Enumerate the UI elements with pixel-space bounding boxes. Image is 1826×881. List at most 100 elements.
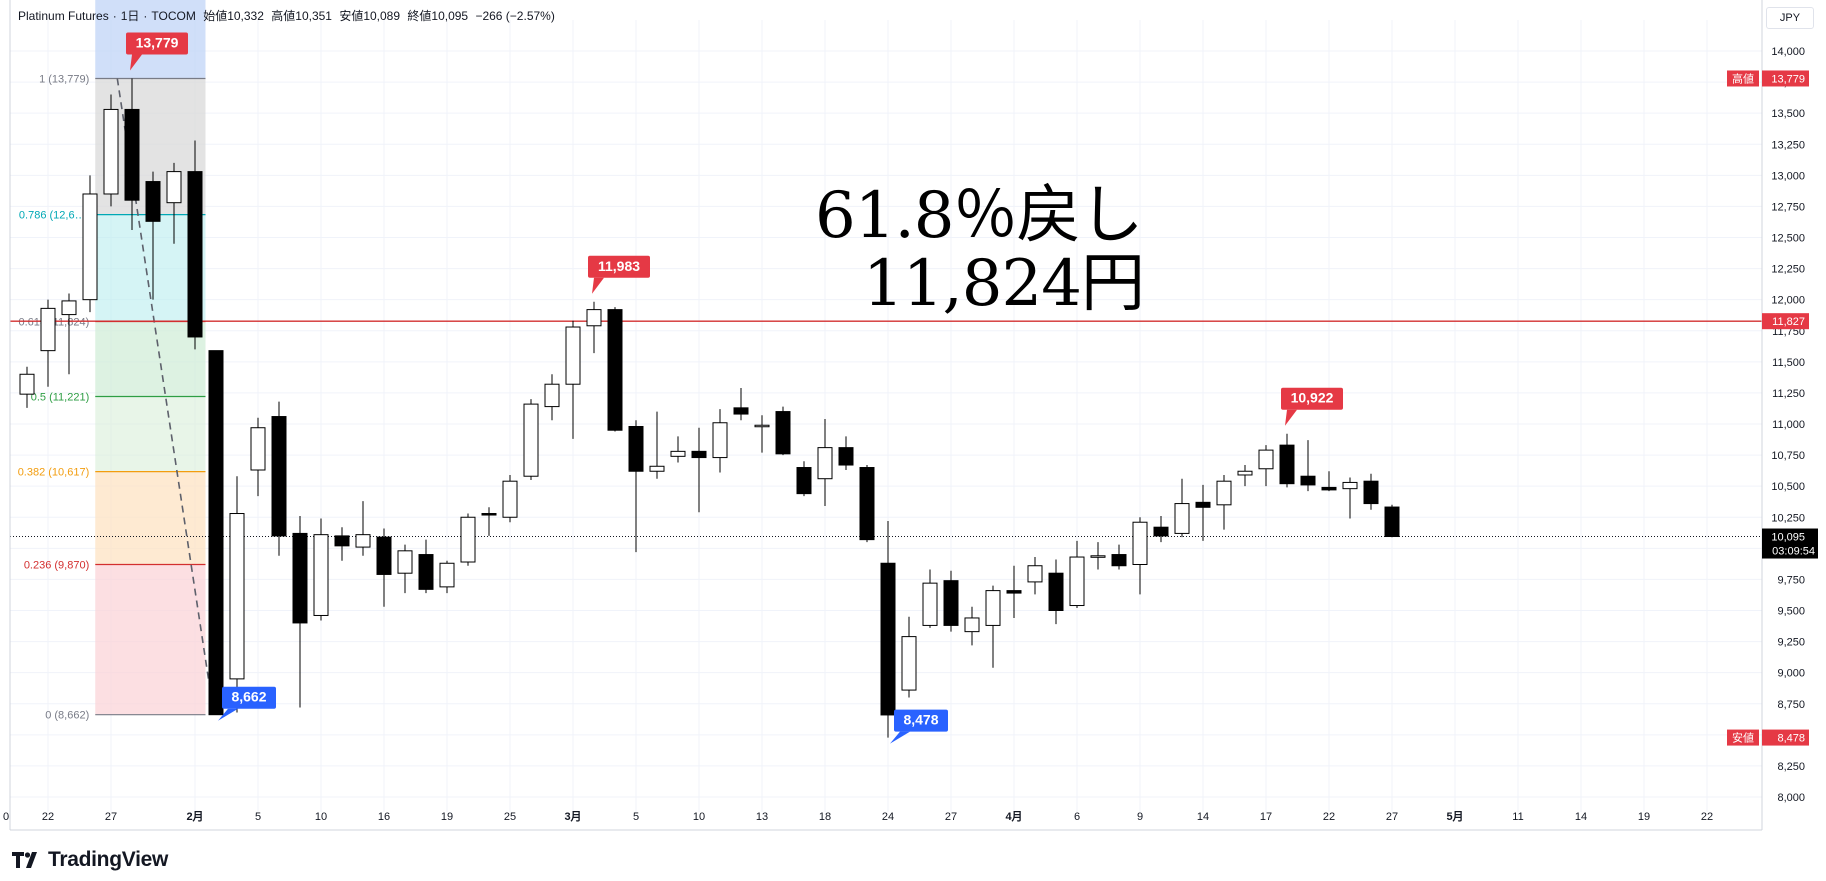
time-axis-label: 11: [1512, 811, 1523, 823]
candle[interactable]: [1048, 559, 1064, 625]
candle[interactable]: [313, 518, 329, 621]
candle-body-down: [1048, 572, 1064, 612]
symbol-name[interactable]: Platinum Futures: [18, 9, 109, 23]
candle[interactable]: [460, 513, 476, 566]
candle[interactable]: [670, 436, 686, 463]
candle[interactable]: [124, 78, 140, 231]
price-axis-tick: 8,250: [1777, 761, 1805, 773]
candle[interactable]: [271, 401, 287, 556]
candle[interactable]: [187, 140, 203, 350]
candle[interactable]: [19, 366, 35, 408]
price-axis-tick: 13,250: [1771, 139, 1805, 151]
candle[interactable]: [712, 409, 728, 473]
candle[interactable]: [1006, 565, 1022, 618]
candle[interactable]: [922, 569, 938, 628]
time-axis-label: 18: [819, 811, 831, 823]
time-axis-label: 22: [1323, 811, 1335, 823]
candle[interactable]: [1132, 517, 1148, 595]
candle[interactable]: [250, 417, 266, 497]
candle[interactable]: [1153, 516, 1169, 543]
candle[interactable]: [145, 171, 161, 300]
price-axis-tick: 14,000: [1771, 46, 1805, 58]
candle[interactable]: [691, 427, 707, 513]
tradingview-logo[interactable]: TradingView: [12, 848, 168, 872]
candle-body-up: [1069, 556, 1085, 607]
candle-body-up: [1342, 481, 1358, 490]
candle[interactable]: [1237, 465, 1253, 487]
candle[interactable]: [82, 175, 98, 313]
candle[interactable]: [61, 293, 77, 375]
low-marker[interactable]: 8,662: [218, 686, 276, 721]
candle[interactable]: [397, 544, 413, 594]
candle[interactable]: [292, 516, 308, 708]
candle-body-down: [733, 407, 749, 415]
candle[interactable]: [439, 560, 455, 594]
candle-body-up: [250, 427, 266, 471]
high-marker[interactable]: 13,779: [126, 32, 188, 71]
candle[interactable]: [964, 606, 980, 646]
candle[interactable]: [103, 94, 119, 207]
candle[interactable]: [502, 474, 518, 523]
fib-retracement[interactable]: 1 (13,779)0.786 (12,6…)0.618 (11,824)0.5…: [18, 0, 215, 722]
time-axis[interactable]: 0 22 27 2月 5 10 16 19 25 3月 5 10 13 18 24 27 4月 6 9 14 17 22 2…: [3, 810, 1713, 823]
candle[interactable]: [544, 374, 560, 421]
candle[interactable]: [901, 616, 917, 698]
candle[interactable]: [376, 528, 392, 607]
price-axis-tick: 10,750: [1771, 450, 1805, 462]
candle[interactable]: [481, 507, 497, 536]
candle[interactable]: [796, 461, 812, 497]
candle[interactable]: [1111, 544, 1127, 570]
candle[interactable]: [775, 406, 791, 456]
marker-label: 10,922: [1291, 390, 1334, 406]
candle[interactable]: [208, 350, 224, 716]
candle[interactable]: [649, 411, 665, 479]
candle[interactable]: [1090, 542, 1106, 570]
candle[interactable]: [1174, 478, 1190, 538]
candle[interactable]: [355, 501, 371, 556]
candle[interactable]: [523, 399, 539, 480]
candle[interactable]: [1027, 557, 1043, 595]
candle[interactable]: [754, 415, 770, 453]
candle[interactable]: [1300, 440, 1316, 492]
candle[interactable]: [733, 387, 749, 421]
candle[interactable]: [229, 476, 245, 713]
time-axis-label: 5月: [1446, 810, 1463, 823]
candle[interactable]: [1384, 504, 1400, 538]
candle[interactable]: [1279, 433, 1295, 488]
candle[interactable]: [985, 585, 1001, 668]
candle[interactable]: [1363, 473, 1379, 510]
candle[interactable]: [1258, 445, 1274, 487]
candle[interactable]: [607, 307, 623, 432]
price-axis[interactable]: 14,00013,75013,50013,25013,00012,75012,5…: [1727, 46, 1818, 804]
candle[interactable]: [880, 520, 896, 738]
candle[interactable]: [565, 320, 581, 439]
currency-button[interactable]: JPY: [1766, 7, 1814, 29]
candle-body-down: [859, 467, 875, 541]
candle[interactable]: [334, 527, 350, 561]
low-marker[interactable]: 8,478: [890, 709, 948, 744]
candle-body-down: [880, 562, 896, 716]
time-axis-label: 2月: [186, 810, 203, 823]
candle[interactable]: [418, 539, 434, 594]
candle[interactable]: [586, 301, 602, 354]
high-marker[interactable]: 10,922: [1281, 387, 1343, 426]
chart-annotation[interactable]: 61.8％戻し 11,824円: [815, 182, 1145, 318]
candle[interactable]: [1321, 471, 1337, 492]
candle[interactable]: [40, 299, 56, 387]
candle[interactable]: [1069, 540, 1085, 609]
axis-tag-value: 13,779: [1771, 73, 1805, 85]
candle[interactable]: [628, 420, 644, 553]
price-markers: 13,779 11,983 10,922 8,662 8,478: [126, 32, 1343, 744]
candle[interactable]: [1216, 474, 1232, 530]
candle[interactable]: [1342, 477, 1358, 519]
candle[interactable]: [1195, 484, 1211, 541]
candle[interactable]: [943, 570, 959, 632]
interval-label[interactable]: 1日: [120, 9, 140, 23]
candle-body-down: [796, 467, 812, 495]
candle[interactable]: [859, 465, 875, 543]
high-marker[interactable]: 11,983: [588, 255, 650, 294]
candle[interactable]: [817, 419, 833, 507]
candle[interactable]: [166, 162, 182, 244]
candle[interactable]: [838, 436, 854, 471]
